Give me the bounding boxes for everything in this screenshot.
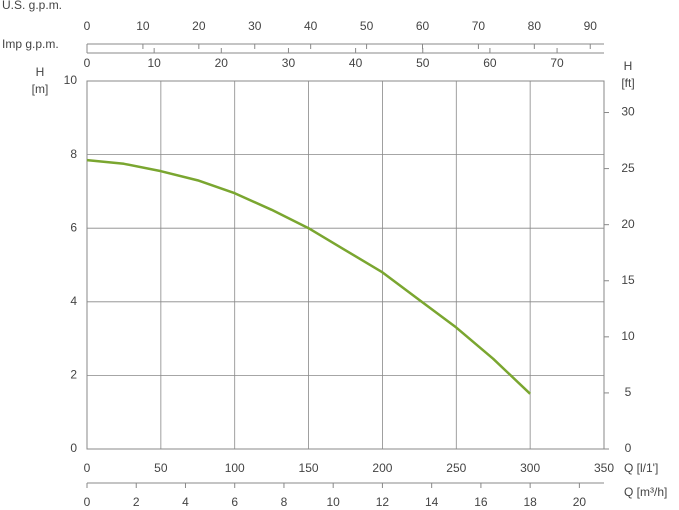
y-axis-label: H bbox=[36, 65, 45, 79]
extra-axis-tick-label: 8 bbox=[281, 495, 288, 509]
y2-tick-label: 20 bbox=[621, 217, 635, 231]
curve bbox=[86, 158, 532, 395]
x-tick-label: 350 bbox=[594, 461, 614, 475]
x-tick-label: 0 bbox=[84, 461, 91, 475]
y-tick-label: 8 bbox=[70, 147, 77, 161]
y-tick-label: 10 bbox=[64, 73, 78, 87]
x-tick-label: 150 bbox=[299, 461, 319, 475]
y-tick-label: 4 bbox=[70, 294, 77, 308]
extra-axis-tick-label: 70 bbox=[550, 56, 564, 70]
extra-axis-tick-label: 0 bbox=[84, 56, 91, 70]
y2-tick-label: 5 bbox=[625, 385, 632, 399]
y-axis-label: [m] bbox=[32, 82, 49, 96]
extra-axis-tick-label: 10 bbox=[327, 495, 341, 509]
y-tick-label: 0 bbox=[70, 441, 77, 455]
x-tick-label: 300 bbox=[520, 461, 540, 475]
extra-axis-tick-label: 40 bbox=[304, 19, 318, 33]
extra-axis-tick-label: 90 bbox=[584, 19, 598, 33]
x-axis-label: Q [l/1'] bbox=[624, 461, 658, 475]
extra-axis-tick-label: 18 bbox=[523, 495, 537, 509]
y-tick-label: 6 bbox=[70, 220, 77, 234]
y2-axis-label: [ft] bbox=[621, 76, 634, 90]
extra-axis-tick-label: 20 bbox=[192, 19, 206, 33]
extra-axis-tick-label: 16 bbox=[474, 495, 488, 509]
x-tick-label: 100 bbox=[225, 461, 245, 475]
extra-axis-tick-label: 70 bbox=[472, 19, 486, 33]
y2-tick-label: 25 bbox=[621, 161, 635, 175]
extra-axis-tick-label: 4 bbox=[182, 495, 189, 509]
extra-axis-tick-label: 2 bbox=[133, 495, 140, 509]
x-tick-label: 50 bbox=[154, 461, 168, 475]
x-tick-label: 250 bbox=[446, 461, 466, 475]
extra-axis-tick-label: 20 bbox=[215, 56, 229, 70]
y2-tick-label: 30 bbox=[621, 105, 635, 119]
extra-axis-tick-label: 0 bbox=[84, 19, 91, 33]
extra-axis-tick-label: 12 bbox=[376, 495, 390, 509]
extra-axis-tick-label: 30 bbox=[248, 19, 262, 33]
extra-axis-tick-label: 30 bbox=[282, 56, 296, 70]
y2-tick-label: 15 bbox=[621, 273, 635, 287]
extra-axis-tick-label: 50 bbox=[360, 19, 374, 33]
y2-tick-label: 10 bbox=[621, 329, 635, 343]
y2-tick-label: 0 bbox=[625, 441, 632, 455]
extra-axis-tick-label: 14 bbox=[425, 495, 439, 509]
x-tick-label: 200 bbox=[372, 461, 392, 475]
extra-axis-tick-label: 80 bbox=[528, 19, 542, 33]
extra-axis-tick-label: 10 bbox=[147, 56, 161, 70]
extra-axis-tick-label: 20 bbox=[573, 495, 587, 509]
y-tick-label: 2 bbox=[70, 368, 77, 382]
extra-axis-tick-label: 50 bbox=[416, 56, 430, 70]
y2-axis-label: H bbox=[624, 59, 633, 73]
extra-axis-tick-label: 10 bbox=[136, 19, 150, 33]
extra-axis-tick-label: 6 bbox=[231, 495, 238, 509]
extra-axis-tick-label: 40 bbox=[349, 56, 363, 70]
extra-axis-label: U.S. g.p.m. bbox=[2, 0, 62, 12]
extra-axis-tick-label: 60 bbox=[483, 56, 497, 70]
extra-axis-tick-label: 0 bbox=[84, 495, 91, 509]
extra-axis-label: Imp g.p.m. bbox=[2, 37, 59, 51]
extra-axis-tick-label: 60 bbox=[416, 19, 430, 33]
plot-frame bbox=[86, 80, 605, 450]
extra-axis-label: Q [m³/h] bbox=[624, 485, 667, 499]
